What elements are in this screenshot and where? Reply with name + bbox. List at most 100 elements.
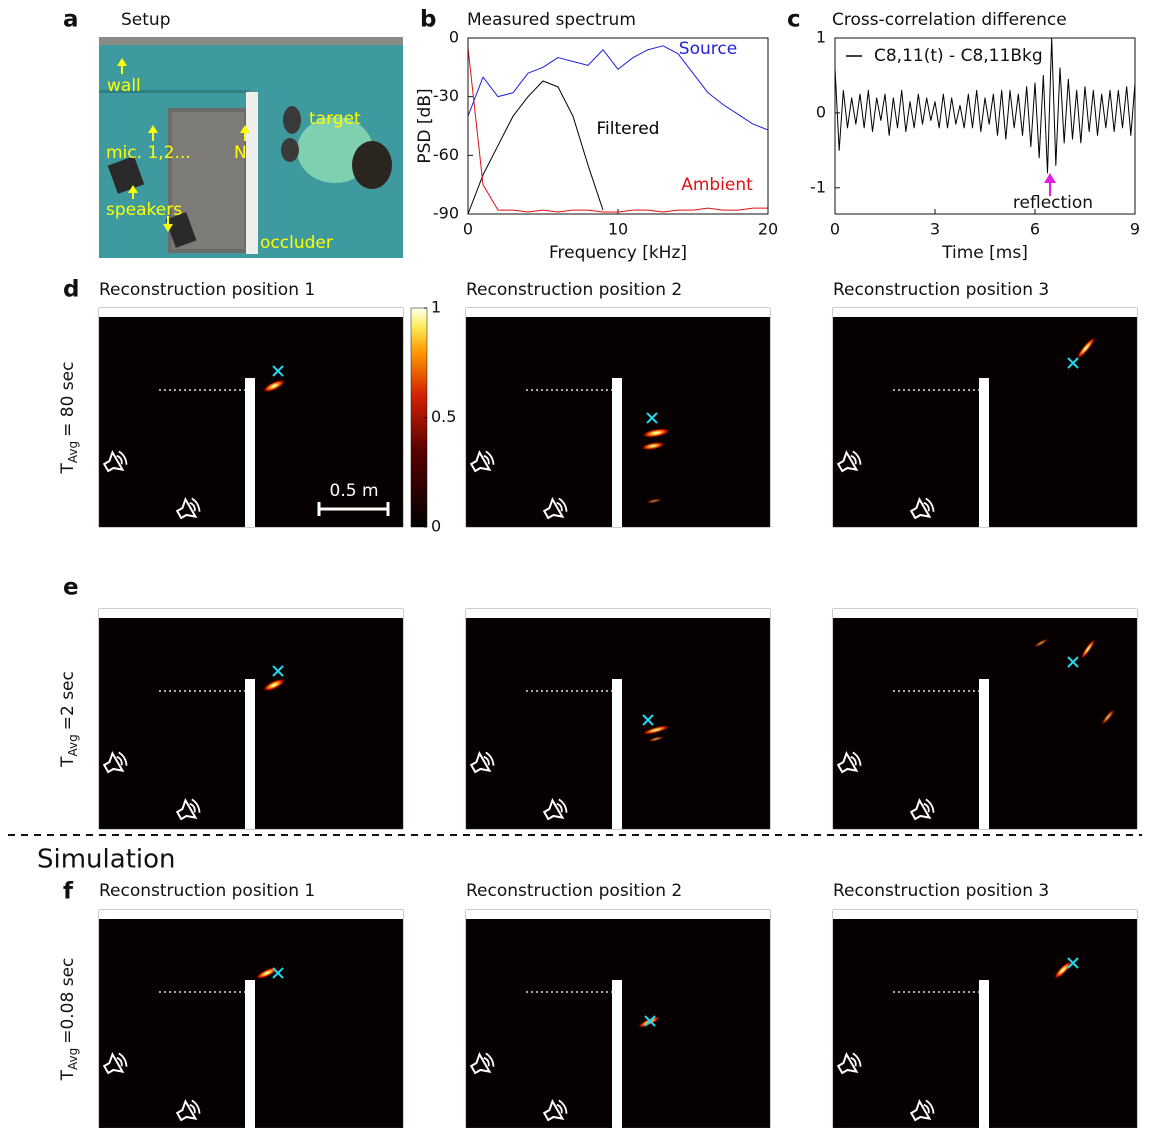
speaker-wave (116, 755, 123, 766)
y-tick-label: 1 (816, 28, 826, 47)
intensity-blob (1080, 639, 1096, 659)
speaker-icon (175, 1098, 201, 1122)
target-marker (272, 967, 284, 979)
intensity-blob (648, 736, 664, 742)
target-marker (646, 412, 658, 424)
speaker-icon (542, 1098, 568, 1122)
annotation: reflection (1013, 193, 1093, 213)
speaker-icon (909, 1098, 935, 1122)
speaker-icon (836, 449, 862, 473)
annotation-arrowhead (1044, 173, 1056, 183)
intensity-blob (1101, 709, 1115, 725)
scale-bar (317, 502, 390, 516)
colorbar-tick-label: 1 (431, 298, 441, 317)
occluder (979, 378, 989, 527)
speaker-icon (175, 496, 201, 520)
speaker-wave (852, 450, 862, 465)
annotation: target (309, 109, 361, 129)
panel-label: d (63, 277, 79, 303)
panel-label: e (63, 575, 79, 601)
map-top-strip (466, 910, 770, 919)
speaker-wave (189, 1103, 196, 1114)
speaker-icon (102, 750, 128, 774)
panel-title: Reconstruction position 1 (99, 280, 315, 300)
speaker-body (542, 797, 565, 821)
speaker-wave (191, 497, 201, 512)
speaker-icon (836, 750, 862, 774)
panel-label: b (420, 7, 436, 33)
target-marker (1067, 656, 1079, 668)
speaker-wave (852, 1052, 862, 1067)
speaker-wave (923, 501, 930, 512)
x-tick-label: 10 (608, 220, 628, 239)
x-axis-label: Time [ms] (941, 243, 1028, 263)
series-line (467, 45, 769, 131)
speaker-wave (556, 802, 563, 813)
speaker-wave (925, 798, 935, 813)
panel-label: c (787, 7, 801, 33)
row-label-part: Avg (66, 441, 80, 463)
speaker-body (836, 449, 859, 473)
speaker-body (175, 1098, 198, 1122)
speaker-wave (191, 798, 201, 813)
speaker-wave (558, 798, 568, 813)
speaker-body (175, 797, 198, 821)
map-top-strip (833, 308, 1137, 317)
speaker-icon (102, 449, 128, 473)
row-label-part: Avg (66, 1048, 80, 1070)
x-tick-label: 0 (830, 220, 840, 239)
speaker-wave (118, 751, 128, 766)
target-marker (272, 365, 284, 377)
intensity-blob (1054, 961, 1072, 979)
map-top-strip (99, 609, 403, 618)
target-marker (642, 714, 654, 726)
speaker-wave (923, 1103, 930, 1114)
occluder (979, 679, 989, 829)
x-axis-label: Frequency [kHz] (549, 243, 687, 263)
map-top-strip (466, 609, 770, 618)
speaker-wave (189, 501, 196, 512)
speaker-wave (483, 454, 490, 465)
speaker-wave (925, 497, 935, 512)
x-tick-label: 9 (1130, 220, 1140, 239)
chart-title: Cross-correlation difference (832, 10, 1067, 30)
row-label-part: =2 sec (58, 671, 78, 730)
speaker-wave (191, 1099, 201, 1114)
speaker-wave (485, 450, 495, 465)
occluder (245, 679, 255, 829)
speaker-wave (558, 1099, 568, 1114)
annotation: mic. 1,2... (106, 143, 191, 163)
row-label-part: T (58, 756, 78, 768)
x-tick-label: 20 (758, 220, 778, 239)
annotation: occluder (260, 233, 333, 253)
row-label: TAvg =0.08 sec (58, 958, 80, 1082)
series-label: Ambient (681, 175, 753, 195)
speaker-icon (542, 496, 568, 520)
speaker-wave (118, 1052, 128, 1067)
speaker-wave (485, 751, 495, 766)
speaker-body (909, 1098, 932, 1122)
panel-title: Reconstruction position 2 (466, 280, 682, 300)
panel-label: f (63, 879, 74, 905)
speaker-wave (556, 1103, 563, 1114)
speaker-icon (542, 797, 568, 821)
map-top-strip (99, 308, 403, 317)
y-tick-label: -90 (433, 204, 459, 223)
target-marker (1067, 957, 1079, 969)
row-label-part: =0.08 sec (58, 958, 78, 1044)
occluder (612, 679, 622, 829)
speaker-wave (923, 802, 930, 813)
occluder (979, 980, 989, 1128)
speaker-body (102, 750, 125, 774)
map-top-strip (99, 910, 403, 919)
speaker-icon (469, 449, 495, 473)
y-tick-label: 0 (816, 102, 826, 121)
intensity-blob (642, 428, 670, 438)
panel-title: Reconstruction position 3 (833, 280, 1049, 300)
map-top-strip (466, 308, 770, 317)
intensity-blob (262, 678, 286, 692)
y-tick-label: -60 (433, 145, 459, 164)
intensity-blob (1076, 337, 1096, 359)
x-tick-label: 0 (463, 220, 473, 239)
colorbar-tick-label: 0.5 (431, 407, 456, 426)
